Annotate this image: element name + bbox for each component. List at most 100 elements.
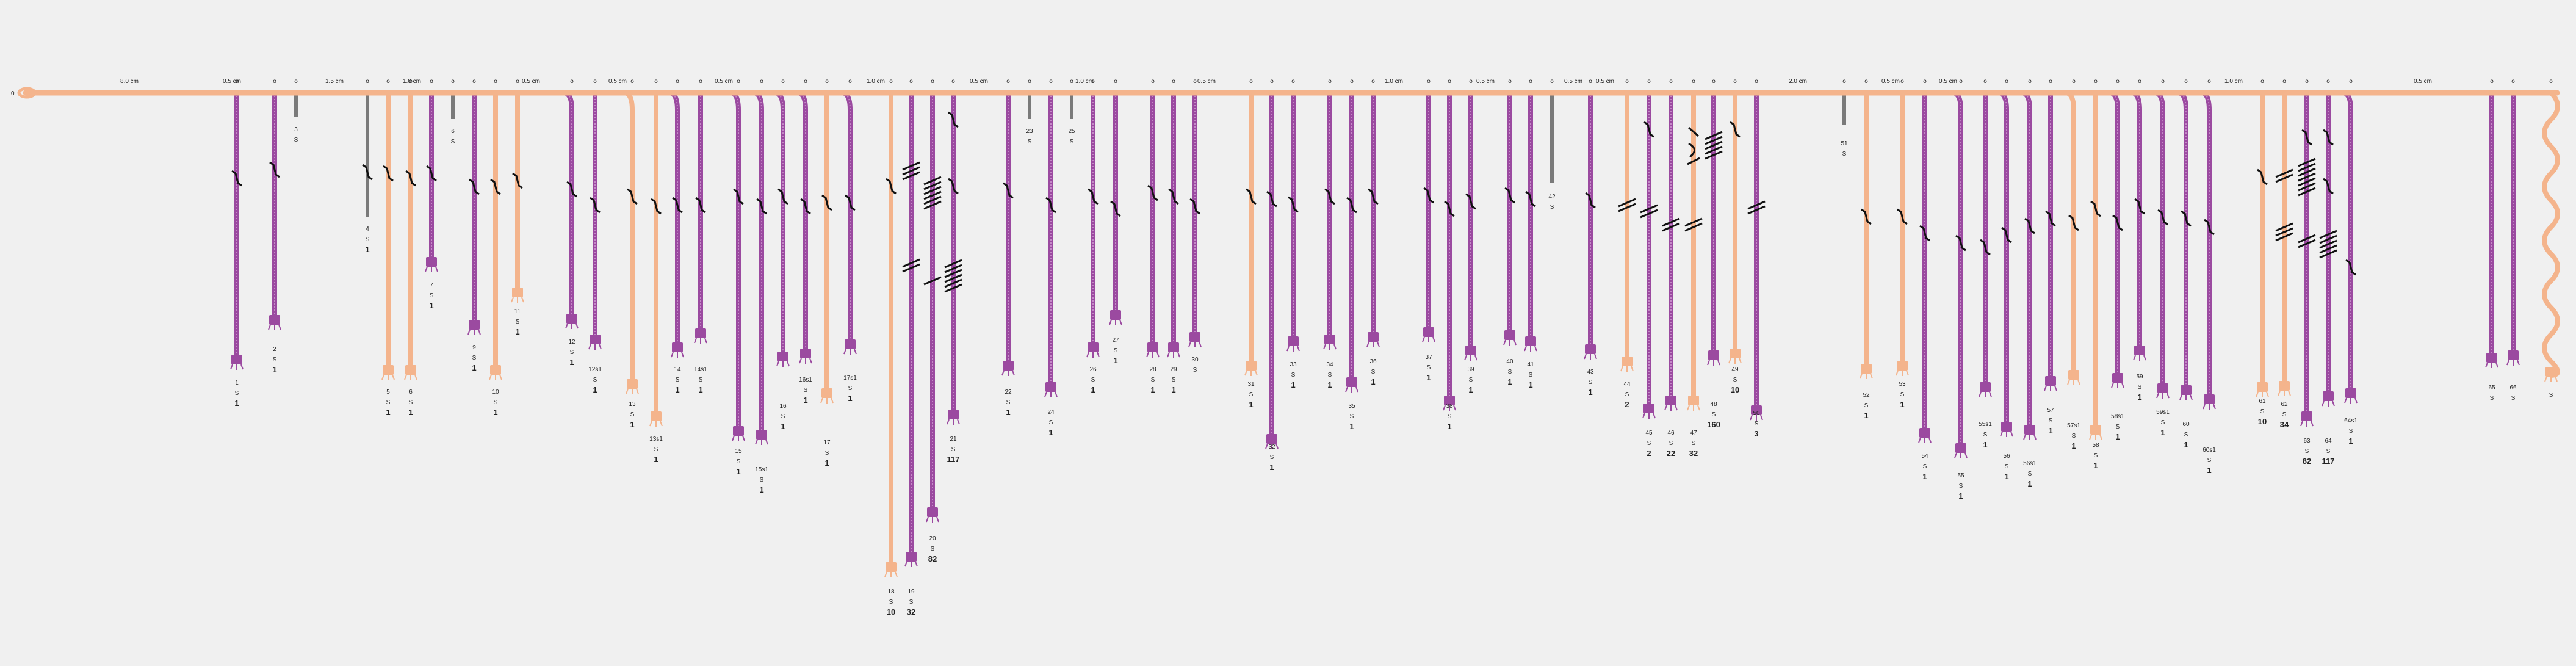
pendant-cord[interactable] xyxy=(2065,90,2080,385)
pendant-cord[interactable] xyxy=(1345,93,1358,393)
pendant-cord[interactable] xyxy=(2342,90,2358,404)
pendant-cord[interactable] xyxy=(425,93,438,272)
pendant-cord[interactable] xyxy=(797,90,812,364)
pendant-cord[interactable] xyxy=(2044,93,2057,391)
pendant-cord[interactable] xyxy=(2089,93,2102,440)
pendant-cord[interactable] xyxy=(624,90,639,394)
pendant-cord[interactable] xyxy=(1979,93,1992,397)
pendant-cord[interactable] xyxy=(1503,93,1517,346)
pendant-cord[interactable] xyxy=(2506,93,2520,366)
pendant-cord[interactable] xyxy=(1684,93,1703,411)
pendant-cord[interactable] xyxy=(730,90,745,441)
cord-twist-label: S xyxy=(516,319,520,325)
pendant-cord[interactable] xyxy=(1705,93,1723,366)
pendant-cord[interactable] xyxy=(2256,93,2269,397)
pendant-cord[interactable] xyxy=(774,90,790,367)
pendant-cord[interactable] xyxy=(2275,93,2293,396)
pendant-cord[interactable] xyxy=(669,90,684,358)
cord-end-fray xyxy=(1584,353,1597,360)
pendant-cord[interactable] xyxy=(268,93,281,330)
cord-value-label: 1 xyxy=(1426,373,1431,382)
pendant-cord[interactable] xyxy=(1323,93,1337,350)
pendant-cord[interactable] xyxy=(2131,90,2146,361)
single-knot xyxy=(1897,208,1908,225)
spacing-label: 0.5 cm xyxy=(715,78,733,85)
pendant-cord[interactable] xyxy=(563,90,579,329)
pendant-cord[interactable] xyxy=(1918,93,1932,443)
pendant-cord[interactable] xyxy=(1860,93,1873,379)
pendant-cord[interactable] xyxy=(1728,93,1742,364)
pendant-cord[interactable] xyxy=(842,90,857,355)
pendant-cord[interactable] xyxy=(1464,93,1477,361)
pendant-cord[interactable] xyxy=(753,90,768,445)
cord-value-label: 1 xyxy=(2137,393,2141,402)
pendant-cord[interactable] xyxy=(1244,93,1258,376)
cord-id-label: 50 xyxy=(1753,410,1760,417)
pendant-cord[interactable] xyxy=(944,93,962,425)
single-knot xyxy=(1168,188,1179,205)
cord-end-fray xyxy=(2256,391,2269,397)
pendant-cord[interactable] xyxy=(2021,90,2037,440)
pendant-cord[interactable] xyxy=(1366,93,1380,347)
pendant-cord[interactable] xyxy=(2485,93,2498,368)
pendant-cord[interactable] xyxy=(694,93,707,344)
cord-end-tuft xyxy=(1246,361,1257,371)
pendant-cord[interactable] xyxy=(1952,90,1968,458)
pendant-cord[interactable] xyxy=(1640,93,1658,419)
pendant-cord[interactable] xyxy=(1188,93,1202,347)
pendant-cord[interactable] xyxy=(467,93,481,335)
pendant-cord[interactable] xyxy=(820,93,834,404)
cord-id-label: 64s1 xyxy=(2344,418,2358,424)
pendant-cord[interactable] xyxy=(2154,90,2170,399)
pendant-cord[interactable] xyxy=(1584,93,1597,360)
cord-end-fray xyxy=(1086,352,1100,358)
pendant-cord[interactable] xyxy=(1286,93,1300,352)
pendant-cord[interactable] xyxy=(1146,93,1160,358)
pendant-cord[interactable] xyxy=(2298,93,2316,427)
cord-value-label: 1 xyxy=(1006,408,1010,417)
pendant-cord[interactable] xyxy=(1001,93,1015,376)
cord-twist-label: S xyxy=(430,292,434,299)
pendant-cord[interactable] xyxy=(362,93,373,217)
attachment-marker: o xyxy=(1049,78,1053,85)
cord-end-fray xyxy=(565,323,579,329)
cord-twist-label: S xyxy=(386,399,391,406)
pendant-cord[interactable] xyxy=(381,93,395,380)
pendant-cord[interactable] xyxy=(404,93,417,380)
pendant-cord[interactable] xyxy=(923,93,942,523)
pendant-cord[interactable] xyxy=(2177,90,2193,400)
cord-id-label: 23 xyxy=(1026,128,1033,135)
cord-end-tuft xyxy=(1189,332,1200,342)
pendant-cord[interactable] xyxy=(1896,93,1909,376)
pendant-cord[interactable] xyxy=(1747,93,1766,421)
pendant-cord[interactable] xyxy=(1167,93,1180,358)
attachment-marker: o xyxy=(1755,78,1758,85)
pendant-cord[interactable] xyxy=(1422,93,1435,342)
pendant-cord[interactable] xyxy=(902,93,920,567)
cord-end-tuft xyxy=(2112,373,2123,383)
pendant-cord[interactable] xyxy=(1998,90,2013,437)
pendant-cord[interactable] xyxy=(2201,90,2216,410)
pendant-cord[interactable] xyxy=(1109,93,1122,325)
pendant-cord[interactable] xyxy=(230,93,244,370)
pendant-cord[interactable] xyxy=(1524,93,1537,352)
pendant-cord[interactable] xyxy=(1443,93,1456,411)
pendant-cord[interactable] xyxy=(2542,91,2560,382)
single-knot xyxy=(269,161,280,178)
pendant-cord[interactable] xyxy=(1662,93,1680,411)
pendant-cord[interactable] xyxy=(2319,93,2337,407)
pendant-cord[interactable] xyxy=(1618,93,1636,372)
pendant-cord[interactable] xyxy=(489,93,502,380)
pendant-cord[interactable] xyxy=(2109,90,2124,388)
pendant-cord[interactable] xyxy=(1265,93,1279,449)
pendant-cord[interactable] xyxy=(1044,93,1058,397)
pendant-cord[interactable] xyxy=(1086,93,1100,358)
pendant-cord[interactable] xyxy=(884,93,898,577)
pendant-cord[interactable] xyxy=(649,93,663,427)
cord-labels: 1S12S13S4S15S16S16S7S19S110S111S112S112s… xyxy=(234,126,2553,617)
long-knot xyxy=(1618,198,1636,212)
cord-end-fray xyxy=(2089,434,2102,440)
pendant-cord[interactable] xyxy=(588,93,602,350)
pendant-cord[interactable] xyxy=(511,93,524,303)
single-knot xyxy=(2134,198,2145,215)
